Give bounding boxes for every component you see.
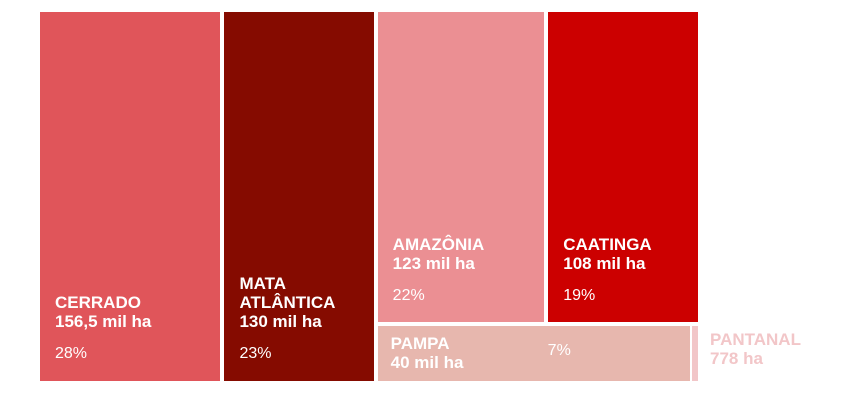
treemap-tile: CAATINGA 108 mil ha 19% (548, 12, 698, 322)
value-label: 123 mil ha (392, 253, 475, 273)
treemap-tile: CERRADO 156,5 mil ha 28% (40, 12, 221, 381)
share-label: 23% (239, 345, 272, 362)
value-label: 108 mil ha (563, 253, 646, 273)
treemap-tile: AMAZÔNIA 123 mil ha 22% (377, 12, 545, 322)
category-name: PANTANAL (710, 329, 801, 349)
category-name: PAMPA (390, 333, 450, 353)
value-label: 156,5 mil ha (55, 312, 152, 331)
treemap-tile: MATA ATLÂNTICA 130 mil ha 23% (224, 12, 374, 381)
value-label: 40 mil ha (390, 352, 464, 372)
share-label: 7% (547, 341, 571, 359)
share-label: 19% (563, 286, 596, 304)
tile-label: MATA ATLÂNTICA 130 mil ha (239, 274, 365, 331)
treemap-tile (691, 325, 698, 381)
tile-label: AMAZÔNIA 123 mil ha (393, 235, 537, 273)
value-label: 130 mil ha (239, 312, 322, 331)
category-name: CAATINGA (563, 234, 652, 254)
tile-label: PANTANAL 778 ha (710, 330, 801, 368)
share-label: 22% (392, 286, 425, 304)
share-label: 28% (55, 345, 88, 362)
treemap-tile: PAMPA 40 mil ha 7% (377, 325, 690, 381)
category-name: AMAZÔNIA (392, 234, 485, 254)
tile-label: CERRADO 156,5 mil ha (55, 293, 212, 331)
category-name: CERRADO (55, 293, 141, 312)
tile-label: PAMPA 40 mil ha (391, 334, 464, 372)
category-name: MATA ATLÂNTICA (239, 274, 336, 312)
tile-label: CAATINGA 108 mil ha (563, 235, 690, 273)
value-label: 778 ha (710, 348, 763, 368)
